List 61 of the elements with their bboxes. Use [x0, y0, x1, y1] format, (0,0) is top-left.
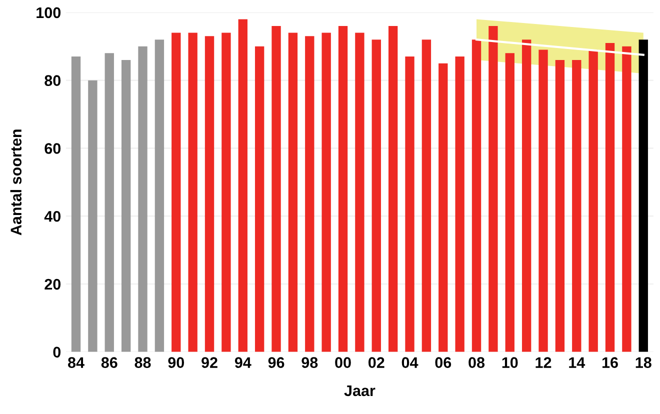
x-tick-label: 14: [569, 357, 586, 368]
bar: [238, 19, 248, 352]
y-tick-label: 60: [44, 143, 61, 154]
bar: [505, 53, 514, 352]
bar: [522, 40, 532, 352]
bar: [355, 32, 364, 352]
bar: [472, 40, 482, 352]
x-tick-label: 96: [268, 357, 284, 368]
bar: [388, 26, 398, 352]
bar: [488, 26, 498, 352]
bar: [88, 80, 98, 352]
bar: [605, 42, 615, 352]
x-tick-label: 04: [402, 357, 418, 368]
x-tick-label: 06: [435, 357, 452, 368]
bar: [138, 46, 148, 352]
bar: [288, 32, 298, 352]
bar: [538, 50, 548, 352]
x-tick-label: 86: [101, 357, 118, 368]
x-tick-label: 92: [202, 357, 218, 368]
bar: [638, 40, 648, 352]
x-tick-label: 12: [536, 357, 552, 368]
bar: [588, 50, 598, 352]
x-tick-label: 98: [302, 357, 318, 368]
bar: [71, 56, 81, 352]
bar: [222, 32, 231, 352]
bar: [305, 36, 314, 352]
y-tick-label: 40: [44, 210, 61, 222]
bar: [104, 53, 114, 352]
x-tick-label: 08: [468, 357, 485, 368]
bar: [272, 26, 281, 352]
bar: [372, 40, 381, 352]
x-tick-label: 90: [168, 357, 184, 368]
y-tick-label: 80: [44, 75, 61, 86]
bar: [555, 60, 565, 352]
y-tick-label: 0: [53, 346, 61, 358]
x-tick-label: 10: [502, 357, 518, 368]
x-tick-label: 18: [636, 357, 652, 368]
bar: [622, 46, 632, 352]
y-axis-title: Aantal soorten: [10, 130, 22, 236]
bar: [572, 60, 582, 352]
bar: [438, 63, 448, 352]
bar: [204, 36, 214, 352]
x-tick-label: 16: [602, 357, 618, 368]
x-tick-label: 88: [134, 357, 151, 368]
x-tick-label: 84: [68, 357, 84, 368]
bar: [172, 32, 181, 352]
bar: [422, 40, 432, 352]
x-axis-title: Jaar: [344, 385, 376, 396]
bar: [254, 46, 264, 352]
bar: [455, 56, 464, 352]
bar: [405, 56, 414, 352]
bar: [188, 32, 198, 352]
y-tick-label: 100: [36, 7, 61, 18]
bar: [322, 32, 331, 352]
x-tick-label: 94: [234, 357, 252, 368]
bar: [121, 60, 131, 352]
y-tick-label: 20: [44, 278, 61, 290]
x-tick-label: 02: [368, 357, 384, 368]
x-tick-label: 00: [335, 357, 351, 368]
bar: [154, 40, 164, 352]
bar: [338, 26, 348, 352]
